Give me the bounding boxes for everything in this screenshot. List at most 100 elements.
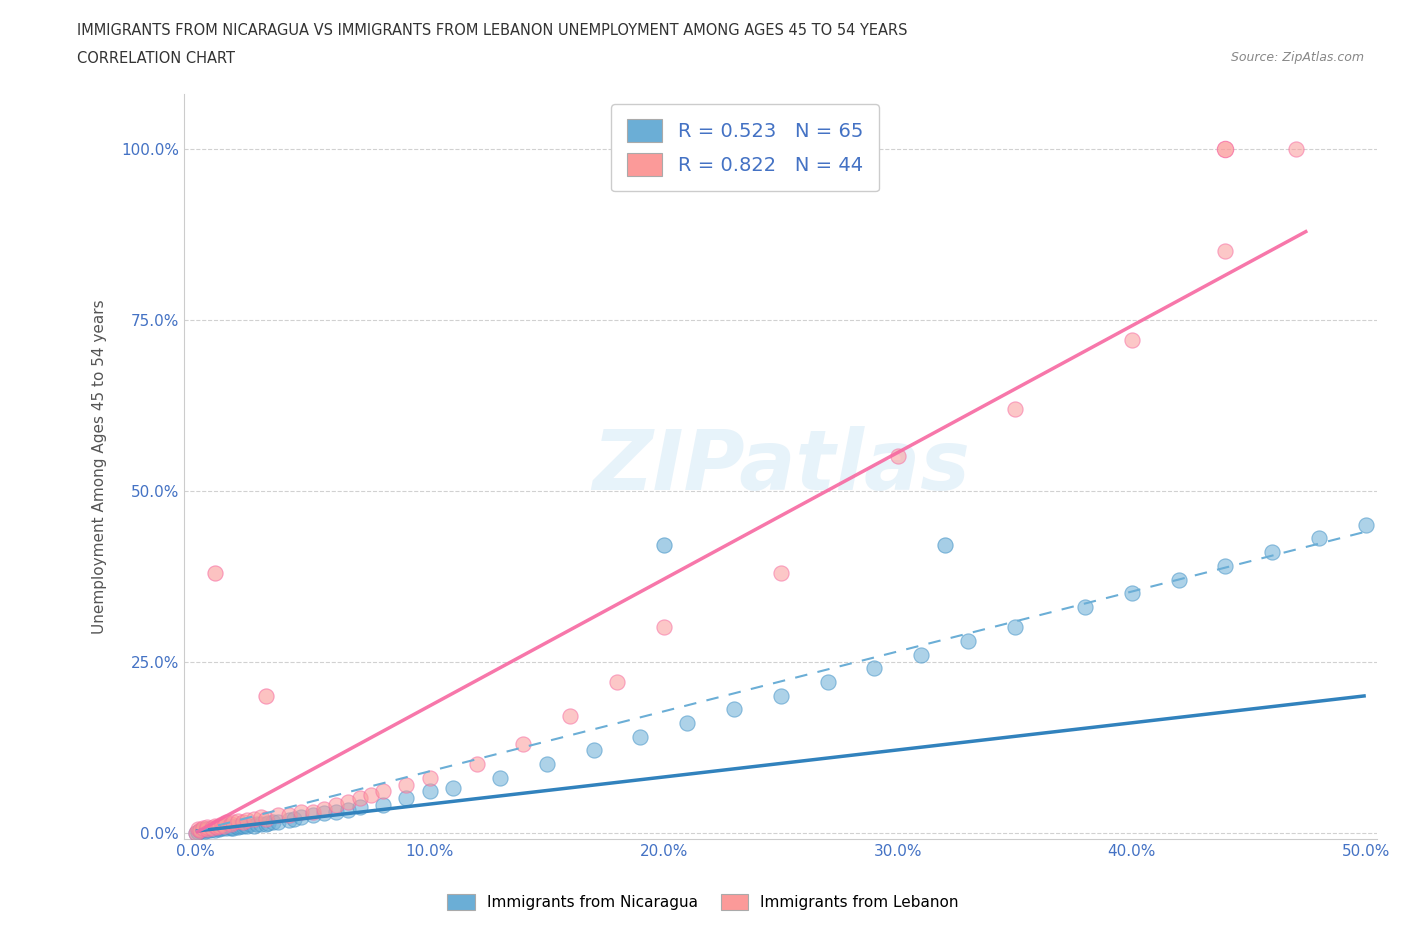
Point <box>536 757 558 772</box>
Point <box>197 821 219 836</box>
Point <box>232 819 254 834</box>
Point <box>956 633 979 648</box>
Point <box>225 819 247 834</box>
Point <box>208 820 231 835</box>
Point <box>1284 141 1306 156</box>
Point <box>1308 531 1330 546</box>
Text: IMMIGRANTS FROM NICARAGUA VS IMMIGRANTS FROM LEBANON UNEMPLOYMENT AMONG AGES 45 : IMMIGRANTS FROM NICARAGUA VS IMMIGRANTS … <box>77 23 908 38</box>
Point <box>676 716 699 731</box>
Point <box>1215 558 1237 573</box>
Point <box>215 815 238 830</box>
Point <box>582 743 605 758</box>
Point <box>314 801 336 816</box>
Legend: R = 0.523   N = 65, R = 0.822   N = 44: R = 0.523 N = 65, R = 0.822 N = 44 <box>612 104 879 192</box>
Point <box>349 799 371 814</box>
Point <box>222 820 245 835</box>
Point <box>208 821 231 836</box>
Point <box>219 817 242 831</box>
Point <box>465 757 488 772</box>
Point <box>395 777 418 792</box>
Point <box>325 798 347 813</box>
Point <box>1121 586 1143 601</box>
Point <box>278 808 301 823</box>
Point <box>652 620 675 635</box>
Point <box>560 709 582 724</box>
Point <box>204 818 226 833</box>
Point <box>266 814 288 829</box>
Point <box>184 825 207 840</box>
Point <box>1121 333 1143 348</box>
Point <box>190 822 212 837</box>
Point <box>254 817 277 831</box>
Point <box>226 819 249 834</box>
Point <box>371 798 394 813</box>
Text: Source: ZipAtlas.com: Source: ZipAtlas.com <box>1230 51 1364 64</box>
Point <box>325 804 347 819</box>
Point <box>283 811 305 826</box>
Point <box>863 661 886 676</box>
Point <box>197 822 219 837</box>
Point <box>184 825 207 840</box>
Point <box>1261 545 1284 560</box>
Point <box>349 790 371 805</box>
Point <box>512 737 534 751</box>
Point <box>201 821 224 836</box>
Point <box>219 819 242 834</box>
Point <box>232 815 254 830</box>
Point <box>628 729 651 744</box>
Point <box>1004 620 1026 635</box>
Point <box>201 820 224 835</box>
Point <box>205 819 228 834</box>
Point <box>1074 600 1097 615</box>
Point <box>187 824 209 839</box>
Point <box>441 780 464 795</box>
Point <box>290 810 312 825</box>
Point <box>236 813 259 828</box>
Point <box>419 770 441 785</box>
Point <box>243 811 266 826</box>
Point <box>934 538 956 552</box>
Y-axis label: Unemployment Among Ages 45 to 54 years: Unemployment Among Ages 45 to 54 years <box>93 299 107 634</box>
Point <box>222 815 245 830</box>
Point <box>266 808 288 823</box>
Point <box>254 811 277 826</box>
Point <box>1004 401 1026 416</box>
Point <box>817 674 839 689</box>
Point <box>191 823 214 838</box>
Legend: Immigrants from Nicaragua, Immigrants from Lebanon: Immigrants from Nicaragua, Immigrants fr… <box>440 886 966 918</box>
Point <box>197 819 219 834</box>
Point <box>371 784 394 799</box>
Point <box>190 824 212 839</box>
Point <box>360 788 382 803</box>
Point <box>723 702 745 717</box>
Point <box>314 806 336 821</box>
Point <box>246 817 269 831</box>
Point <box>212 819 235 834</box>
Point <box>290 804 312 819</box>
Point <box>301 804 323 819</box>
Point <box>211 821 233 836</box>
Point <box>278 813 301 828</box>
Point <box>243 818 266 833</box>
Point <box>769 565 792 580</box>
Point <box>212 818 235 833</box>
Point <box>652 538 675 552</box>
Point <box>257 816 280 830</box>
Point <box>1354 517 1376 532</box>
Point <box>226 814 249 829</box>
Point <box>910 647 932 662</box>
Point <box>187 821 209 836</box>
Point <box>197 821 219 836</box>
Point <box>215 820 238 835</box>
Point <box>194 824 217 839</box>
Point <box>218 819 240 834</box>
Text: CORRELATION CHART: CORRELATION CHART <box>77 51 235 66</box>
Point <box>1215 244 1237 259</box>
Point <box>250 817 273 831</box>
Point <box>229 818 252 833</box>
Point <box>769 688 792 703</box>
Point <box>204 822 226 837</box>
Point <box>250 810 273 825</box>
Point <box>1167 572 1189 587</box>
Point <box>262 815 284 830</box>
